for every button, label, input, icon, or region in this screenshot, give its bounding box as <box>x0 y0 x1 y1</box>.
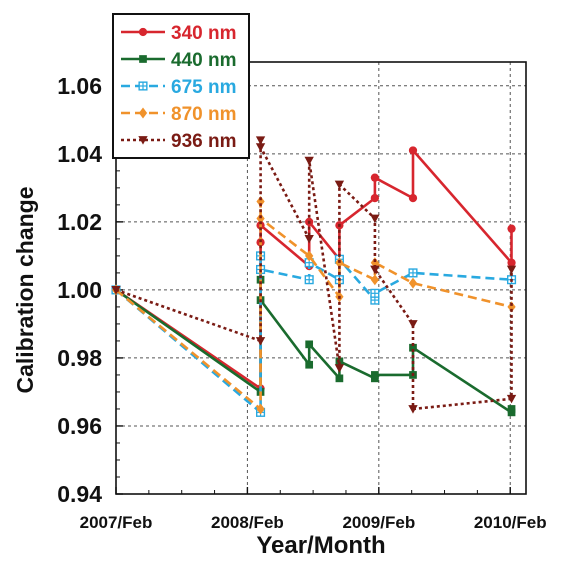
data-point-440-nm <box>409 343 417 352</box>
data-point-675-nm <box>304 275 314 285</box>
legend-marker <box>138 107 148 119</box>
y-tick-label: 1.02 <box>57 209 102 235</box>
data-point-675-nm <box>408 268 418 278</box>
data-point-440-nm <box>335 374 344 383</box>
data-point-340-nm <box>507 258 516 267</box>
legend-item-870-nm: 870 nm <box>121 104 236 125</box>
data-point-340-nm <box>370 173 380 182</box>
y-tick-label: 0.96 <box>57 413 102 439</box>
legend-marker <box>139 55 147 63</box>
data-point-440-nm <box>305 360 314 369</box>
data-point-870-nm <box>370 257 380 269</box>
data-point-870-nm <box>408 277 418 289</box>
y-tick-label: 0.94 <box>57 481 102 507</box>
legend-item-340-nm: 340 nm <box>121 23 236 44</box>
series-line-870-nm <box>115 200 512 411</box>
data-point-936-nm <box>111 286 121 295</box>
data-point-936-nm <box>255 136 266 145</box>
data-point-870-nm <box>256 195 265 207</box>
data-point-936-nm <box>506 394 517 404</box>
x-tick-label: 2007/Feb <box>80 513 153 532</box>
x-tick-label: 2009/Feb <box>342 513 415 532</box>
data-point-340-nm <box>408 146 418 155</box>
data-point-870-nm <box>305 250 314 262</box>
data-point-340-nm <box>408 193 418 203</box>
data-point-936-nm <box>408 405 418 414</box>
x-tick-label: 2010/Feb <box>474 513 547 532</box>
series-line-340-nm <box>115 149 513 390</box>
data-point-936-nm <box>408 320 418 329</box>
legend-item-440-nm: 440 nm <box>121 50 236 71</box>
data-point-936-nm <box>370 265 380 275</box>
data-point-936-nm <box>506 265 517 275</box>
series-line-675-nm <box>115 254 512 414</box>
axis-ticks: 2007/Feb 2008/Feb 2009/Feb 2010/Feb 0.94 0.96… <box>57 68 547 532</box>
data-point-936-nm <box>255 143 266 152</box>
series-line-440-nm <box>115 278 513 414</box>
legend-marker <box>138 136 148 145</box>
series-936-nm <box>111 136 517 414</box>
series-440-nm <box>112 275 516 417</box>
x-axis-label: Year/Month <box>256 532 385 559</box>
data-point-440-nm <box>305 340 314 349</box>
legend: 340 nm 440 nm 675 nm 870 nm 936 nm <box>112 13 250 159</box>
legend-marker <box>138 81 148 91</box>
legend-item-675-nm: 675 nm <box>121 77 236 98</box>
plot-area-frame <box>115 61 527 495</box>
series-group <box>111 136 517 417</box>
legend-label: 340 nm <box>171 23 236 44</box>
legend-marker <box>138 27 148 37</box>
y-tick-label: 1.00 <box>57 277 102 303</box>
data-point-440-nm <box>507 405 516 413</box>
legend-label: 936 nm <box>171 131 236 152</box>
y-tick-label: 1.04 <box>57 141 102 167</box>
y-tick-label: 1.06 <box>57 73 102 99</box>
data-point-936-nm <box>334 364 345 373</box>
y-tick-label: 0.98 <box>57 345 102 371</box>
legend-label: 440 nm <box>171 50 236 71</box>
data-point-340-nm <box>507 224 516 233</box>
data-point-936-nm <box>304 235 314 244</box>
data-point-340-nm <box>370 193 380 203</box>
data-point-675-nm <box>370 288 380 298</box>
legend-item-936-nm: 936 nm <box>121 131 236 152</box>
data-point-870-nm <box>370 274 380 286</box>
data-point-870-nm <box>256 403 265 415</box>
data-point-936-nm <box>304 156 314 166</box>
data-point-936-nm <box>370 214 380 224</box>
data-point-870-nm <box>256 212 265 224</box>
y-axis-label: Calibration change <box>12 186 38 393</box>
data-point-936-nm <box>334 180 345 190</box>
series-675-nm <box>111 251 517 417</box>
data-point-870-nm <box>507 301 516 313</box>
x-tick-label: 2008/Feb <box>211 513 284 532</box>
legend-label: 870 nm <box>171 104 236 125</box>
legend-label: 675 nm <box>171 77 236 98</box>
data-point-440-nm <box>371 371 379 379</box>
legend-items: 340 nm 440 nm 675 nm 870 nm 936 nm <box>121 23 236 152</box>
data-point-936-nm <box>255 337 266 346</box>
